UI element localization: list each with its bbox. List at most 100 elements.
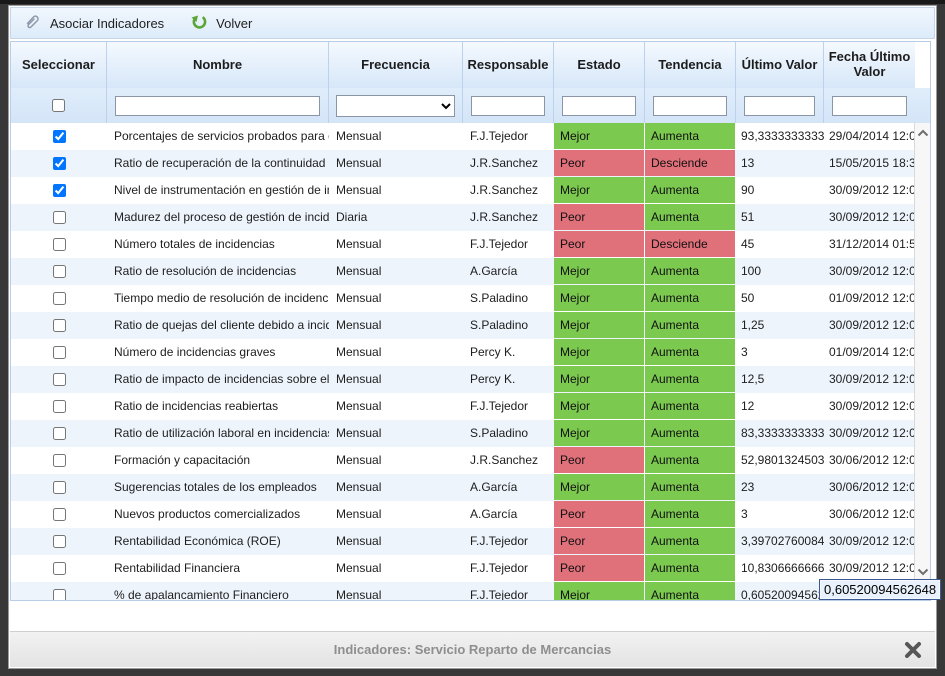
table-row[interactable]: Ratio de impacto de incidencias sobre el… [11,366,915,393]
table-row[interactable]: Sugerencias totales de los empleados Mens… [11,474,915,501]
fecha-ultimo-valor-filter-input[interactable] [832,95,907,116]
cell-responsable: J.R.Sanchez [470,210,539,224]
ultimo-valor-filter-input[interactable] [744,95,815,116]
nombre-filter-input[interactable] [115,95,320,116]
estado-filter-input[interactable] [562,95,636,116]
table-row[interactable]: Porcentajes de servicios probados para e… [11,123,915,150]
vertical-scrollbar[interactable] [914,123,930,582]
column-header-1[interactable]: Seleccionar [11,42,107,88]
table-row[interactable]: Número de incidencias graves Mensual Percy… [11,339,915,366]
table-row[interactable]: Número totales de incidencias Mensual F.J.… [11,231,915,258]
cell-frecuencia: Mensual [336,129,382,143]
row-checkbox[interactable] [52,319,66,332]
indicators-grid: Seleccionar Nombre Frecuencia Responsable Es… [10,41,931,601]
row-checkbox[interactable] [52,562,66,575]
cell-tendencia: Aumenta [645,501,736,528]
cell-ultimo-valor: 12,5 [741,372,765,386]
cell-seleccionar [11,528,107,555]
row-checkbox[interactable] [52,265,66,278]
cell-ultimo-valor: 3 [741,507,748,521]
tendencia-badge: Aumenta [645,447,735,473]
row-checkbox[interactable] [52,454,66,467]
row-checkbox[interactable] [52,211,66,224]
table-row[interactable]: Ratio de incidencias reabiertas Mensual F.… [11,393,915,420]
cell-seleccionar [11,339,107,366]
scroll-down-icon[interactable] [915,564,930,580]
close-icon[interactable] [903,640,923,665]
cell-frecuencia: Mensual [336,426,382,440]
row-checkbox[interactable] [52,373,66,386]
table-row[interactable]: Ratio de utilización laboral en incidenc… [11,420,915,447]
value-tooltip: 0,60520094562648 [819,579,942,600]
estado-badge: Mejor [554,420,644,446]
column-header-5[interactable]: Estado [554,42,645,88]
cell-ultimo-valor: 52,980132450331 [741,453,824,467]
associate-indicators-button[interactable]: Asociar Indicadores [23,13,164,34]
table-row[interactable]: % de apalancamiento Financiero Mensual F.J… [11,582,915,600]
table-row[interactable]: Nivel de instrumentación en gestión de i… [11,177,915,204]
table-row[interactable]: Formación y capacitación Mensual J.R.Sanch… [11,447,915,474]
row-checkbox[interactable] [52,346,66,359]
cell-seleccionar [11,501,107,528]
estado-badge: Mejor [554,258,644,284]
frecuencia-filter-select[interactable] [336,94,455,117]
cell-frecuencia: Mensual [336,534,382,548]
cell-fecha-ultimo-valor: 30/09/2012 12:00 [829,399,915,413]
cell-seleccionar [11,150,107,177]
window-top-edge [0,0,945,4]
cell-fecha-ultimo-valor: 30/09/2012 12:00 [829,561,915,575]
row-checkbox[interactable] [52,481,66,494]
cell-responsable: F.J.Tejedor [470,588,529,600]
row-checkbox[interactable] [52,184,66,197]
table-row[interactable]: Ratio de recuperación de la continuidad … [11,150,915,177]
table-row[interactable]: Rentabilidad Financiera Mensual F.J.Tejedo… [11,555,915,582]
row-checkbox[interactable] [52,535,66,548]
cell-fecha-ultimo-valor: 30/09/2012 12:00 [829,372,915,386]
table-row[interactable]: Ratio de quejas del cliente debido a inc… [11,312,915,339]
table-row[interactable]: Rentabilidad Económica (ROE) Mensual F.J.T… [11,528,915,555]
cell-seleccionar [11,177,107,204]
tendencia-badge: Aumenta [645,555,735,581]
back-button[interactable]: Volver [190,13,252,33]
estado-badge: Peor [554,204,644,230]
row-checkbox[interactable] [52,427,66,440]
row-checkbox[interactable] [52,157,66,170]
cell-ultimo-valor: 0,6052009456264 [741,588,824,600]
tendencia-badge: Aumenta [645,123,735,149]
cell-frecuencia: Diaria [336,210,368,224]
table-row[interactable]: Ratio de resolución de incidencias Mensua… [11,258,915,285]
tendencia-filter-input[interactable] [653,95,727,116]
scroll-up-icon[interactable] [915,125,930,141]
column-header-6[interactable]: Tendencia [645,42,736,88]
estado-badge: Mejor [554,312,644,338]
row-checkbox[interactable] [52,130,66,143]
column-header-2[interactable]: Nombre [107,42,329,88]
select-all-checkbox[interactable] [52,99,65,112]
table-row[interactable]: Madurez del proceso de gestión de incide… [11,204,915,231]
column-header-3[interactable]: Frecuencia [329,42,463,88]
table-row[interactable]: Tiempo medio de resolución de incidencia… [11,285,915,312]
tendencia-badge: Aumenta [645,312,735,338]
row-checkbox[interactable] [52,292,66,305]
tendencia-badge: Aumenta [645,177,735,203]
cell-responsable: A.García [470,264,518,278]
column-header-7[interactable]: Último Valor [736,42,824,88]
cell-frecuencia: Mensual [336,318,382,332]
responsable-filter-input[interactable] [471,95,545,116]
table-row[interactable]: Nuevos productos comercializados Mensual A… [11,501,915,528]
cell-tendencia: Aumenta [645,474,736,501]
column-header-8[interactable]: Fecha Último Valor [824,42,915,88]
dialog-footer: Indicadores: Servicio Reparto de Mercanc… [10,631,935,667]
cell-estado: Mejor [554,393,645,420]
row-checkbox[interactable] [52,238,66,251]
row-checkbox[interactable] [52,589,66,600]
cell-tendencia: Aumenta [645,366,736,393]
tendencia-badge: Desciende [645,231,735,257]
estado-badge: Mejor [554,123,644,149]
row-checkbox[interactable] [52,400,66,413]
cell-nombre: Madurez del proceso de gestión de incide… [114,210,329,224]
cell-estado: Mejor [554,366,645,393]
column-header-4[interactable]: Responsable [463,42,554,88]
row-checkbox[interactable] [52,508,66,521]
cell-estado: Peor [554,231,645,258]
